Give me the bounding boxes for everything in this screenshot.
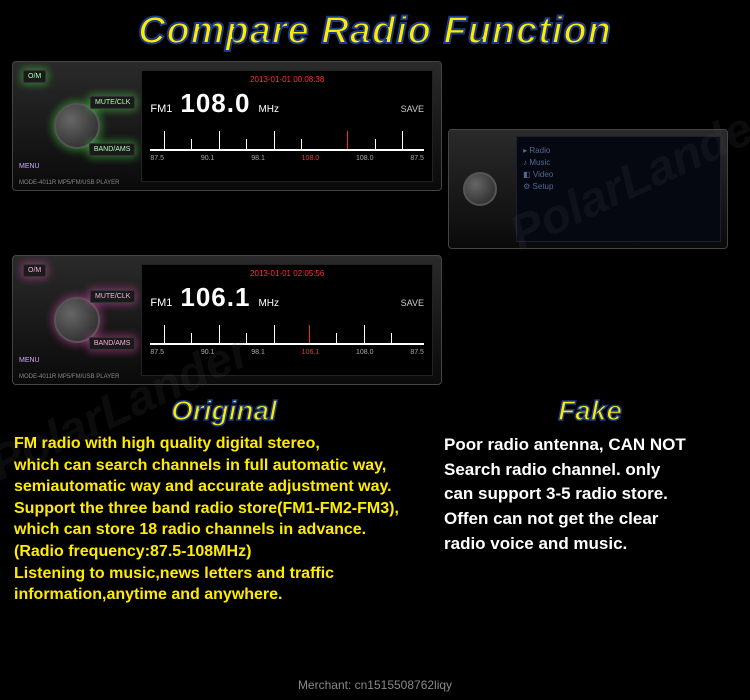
- fake-menu-item: ⚙ Setup: [523, 182, 714, 191]
- btn-band: BAND/AMS: [89, 143, 136, 156]
- screen-date: 2013-01-01 00:08:38: [150, 75, 424, 84]
- band-label: FM1: [150, 297, 172, 309]
- unit-label: MHz: [258, 298, 279, 309]
- merchant-line: Merchant: cn1515508762liqy: [0, 678, 750, 692]
- page-title: Compare Radio Function: [0, 0, 750, 61]
- save-label: SAVE: [401, 298, 424, 308]
- original-column: Original FM radio with high quality digi…: [14, 395, 434, 606]
- radio-screen: 2013-01-01 02:05:56 FM1 106.1 MHz SAVE 8…: [141, 264, 433, 376]
- comparison-columns: Original FM radio with high quality digi…: [0, 391, 750, 606]
- model-label: MODE-4011R MP5/FM/USB PLAYER: [19, 180, 119, 187]
- radio-original-pink: O/M MUTE/CLK BAND/AMS MODE-4011R MP5/FM/…: [12, 255, 442, 385]
- screen-date: 2013-01-01 02:05:56: [150, 269, 424, 278]
- btn-mute: MUTE/CLK: [90, 290, 135, 303]
- fake-description: Poor radio antenna, CAN NOT Search radio…: [444, 433, 736, 556]
- fake-menu-item: ◧ Video: [523, 170, 714, 179]
- original-description: FM radio with high quality digital stere…: [14, 433, 434, 606]
- original-header: Original: [14, 395, 434, 427]
- btn-om: O/M: [23, 264, 46, 277]
- frequency-dial: [150, 321, 424, 345]
- frequency-labels: 87.5 90.1 98.1 108.0 108.0 87.5: [150, 155, 424, 162]
- frequency: 106.1: [180, 282, 250, 313]
- model-label: MODE-4011R MP5/FM/USB PLAYER: [19, 374, 119, 381]
- frequency-labels: 87.5 90.1 98.1 106.1 108.0 87.5: [150, 349, 424, 356]
- fake-column: Fake Poor radio antenna, CAN NOT Search …: [444, 395, 736, 606]
- frequency-dial: [150, 127, 424, 151]
- radio-images-row: O/M MUTE/CLK BAND/AMS MODE-4011R MP5/FM/…: [0, 61, 750, 391]
- fake-menu-item: ♪ Music: [523, 158, 714, 167]
- unit-label: MHz: [258, 104, 279, 115]
- radio-screen: 2013-01-01 00:08:38 FM1 108.0 MHz SAVE 8…: [141, 70, 433, 182]
- btn-om: O/M: [23, 70, 46, 83]
- radio-original-green: O/M MUTE/CLK BAND/AMS MODE-4011R MP5/FM/…: [12, 61, 442, 191]
- btn-mute: MUTE/CLK: [90, 96, 135, 109]
- fake-menu-item: ▸ Radio: [523, 146, 714, 155]
- menu-label: MENU: [19, 163, 40, 170]
- dial-knob: [463, 172, 497, 206]
- radio-fake: ▸ Radio ♪ Music ◧ Video ⚙ Setup: [448, 129, 728, 249]
- fake-header: Fake: [444, 395, 736, 427]
- btn-band: BAND/AMS: [89, 337, 136, 350]
- menu-label: MENU: [19, 357, 40, 364]
- save-label: SAVE: [401, 104, 424, 114]
- frequency: 108.0: [180, 88, 250, 119]
- fake-screen: ▸ Radio ♪ Music ◧ Video ⚙ Setup: [516, 136, 721, 242]
- band-label: FM1: [150, 103, 172, 115]
